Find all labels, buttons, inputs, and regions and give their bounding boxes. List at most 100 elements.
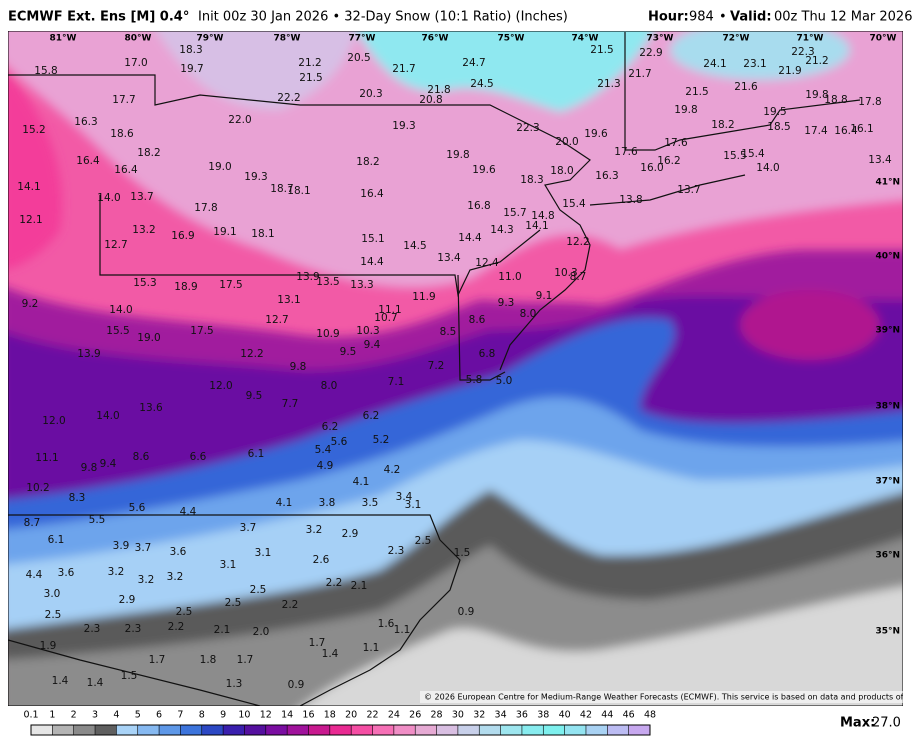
station-value: 21.6 <box>734 81 758 93</box>
colorbar-label: 5 <box>135 710 141 721</box>
station-value: 9.5 <box>340 346 357 358</box>
station-value: 1.3 <box>226 678 243 690</box>
station-value: 18.1 <box>251 228 274 240</box>
station-value: 17.4 <box>804 125 828 137</box>
station-value: 3.4 <box>396 491 413 503</box>
station-value: 4.4 <box>26 569 43 581</box>
long-island <box>589 174 746 206</box>
station-value: 23.1 <box>743 58 766 70</box>
station-value: 0.9 <box>458 606 475 618</box>
colorbar-label: 46 <box>623 710 635 721</box>
station-value: 8.0 <box>321 380 338 392</box>
colorbar-label: 16 <box>302 710 314 721</box>
station-value: 17.5 <box>190 325 213 337</box>
colorbar-label: 14 <box>281 710 293 721</box>
colorbar-swatch <box>543 725 566 735</box>
station-value: 7.1 <box>388 376 405 388</box>
colorbar-label: 20 <box>345 710 357 721</box>
colorbar-swatch <box>180 725 203 735</box>
station-value: 12.0 <box>42 415 65 427</box>
station-value: 3.1 <box>405 499 422 511</box>
station-value: 13.9 <box>77 348 100 360</box>
colorbar-swatch <box>500 725 523 735</box>
station-value: 24.1 <box>703 58 726 70</box>
station-value: 3.2 <box>108 566 125 578</box>
station-value: 3.6 <box>58 567 75 579</box>
copyright: © 2026 European Centre for Medium-Range … <box>424 693 913 702</box>
latitude-label: 35°N <box>875 627 900 637</box>
station-values: 15.8 17.0 18.3 19.7 21.2 21.5 20.5 21.7 24.7 24.5… <box>17 44 892 691</box>
station-value: 2.3 <box>388 545 405 557</box>
ne-border <box>624 32 861 151</box>
station-value: 13.4 <box>437 252 461 264</box>
colorbar-label: 44 <box>601 710 613 721</box>
station-value: 9.2 <box>22 298 39 310</box>
latitude-label: 39°N <box>875 326 900 336</box>
station-value: 3.1 <box>220 559 237 571</box>
station-value: 21.2 <box>805 55 828 67</box>
colorbar-swatch <box>479 725 502 735</box>
colorbar-label: 34 <box>495 710 507 721</box>
station-value: 19.7 <box>180 63 203 75</box>
max-value: 27.0 <box>872 716 901 731</box>
station-value: 16.3 <box>74 116 97 128</box>
station-value: 18.1 <box>287 185 310 197</box>
longitude-label: 72°W <box>723 34 750 44</box>
station-value: 14.0 <box>96 410 119 422</box>
station-value: 6.1 <box>248 448 265 460</box>
station-value: 10.9 <box>316 328 339 340</box>
colorbar-label: 0.1 <box>23 710 38 721</box>
colorbar-swatch <box>244 725 267 735</box>
station-value: 18.3 <box>520 174 543 186</box>
station-value: 0.9 <box>288 679 305 691</box>
colorbar-swatch <box>521 725 544 735</box>
station-value: 18.7 <box>270 183 293 195</box>
station-value: 13.6 <box>139 402 163 414</box>
colorbar-label: 1 <box>49 710 55 721</box>
station-value: 6.1 <box>48 534 65 546</box>
station-value: 12.4 <box>475 257 499 269</box>
station-value: 7.7 <box>282 398 299 410</box>
colorbar-label: 42 <box>580 710 592 721</box>
colorbar-swatch <box>201 725 224 735</box>
map: 15.8 17.0 18.3 19.7 21.2 21.5 20.5 21.7 24.7 24.5… <box>8 31 913 706</box>
colorbar-swatch <box>308 725 331 735</box>
station-value: 3.0 <box>44 588 61 600</box>
longitude-label: 77°W <box>349 34 376 44</box>
station-value: 16.9 <box>171 230 194 242</box>
station-value: 17.5 <box>219 279 242 291</box>
station-value: 4.9 <box>317 460 334 472</box>
nc-border <box>8 514 441 541</box>
station-value: 16.1 <box>850 123 873 135</box>
colorbar-swatch <box>31 725 53 735</box>
station-value: 4.1 <box>353 476 370 488</box>
station-value: 5.6 <box>129 502 146 514</box>
station-value: 22.2 <box>277 92 300 104</box>
station-value: 24.7 <box>462 57 485 69</box>
station-value: 2.3 <box>84 623 101 635</box>
longitude-label: 79°W <box>197 34 224 44</box>
station-value: 12.0 <box>209 380 232 392</box>
station-value: 15.8 <box>34 65 57 77</box>
colorbar-label: 24 <box>388 710 400 721</box>
station-value: 9.4 <box>364 339 381 351</box>
colorbar-label: 2 <box>71 710 77 721</box>
model-title: ECMWF Ext. Ens [M] 0.4° <box>8 10 189 25</box>
colorbar-swatch <box>393 725 416 735</box>
station-value: 16.4 <box>360 188 384 200</box>
station-value: 21.9 <box>778 65 801 77</box>
station-value: 5.6 <box>331 436 348 448</box>
subtitle: Init 00z 30 Jan 2026 • 32-Day Snow (10:1… <box>198 10 568 25</box>
colorbar-label: 7 <box>177 710 183 721</box>
station-value: 18.6 <box>110 128 134 140</box>
colorbar-swatch <box>351 725 374 735</box>
station-value: 13.5 <box>316 276 339 288</box>
station-value: 19.8 <box>674 104 697 116</box>
station-value: 3.7 <box>135 542 152 554</box>
station-value: 8.7 <box>24 517 41 529</box>
station-value: 1.4 <box>87 677 104 689</box>
colorbar-label: 4 <box>113 710 119 721</box>
station-value: 13.2 <box>132 224 155 236</box>
station-value: 17.0 <box>124 57 147 69</box>
